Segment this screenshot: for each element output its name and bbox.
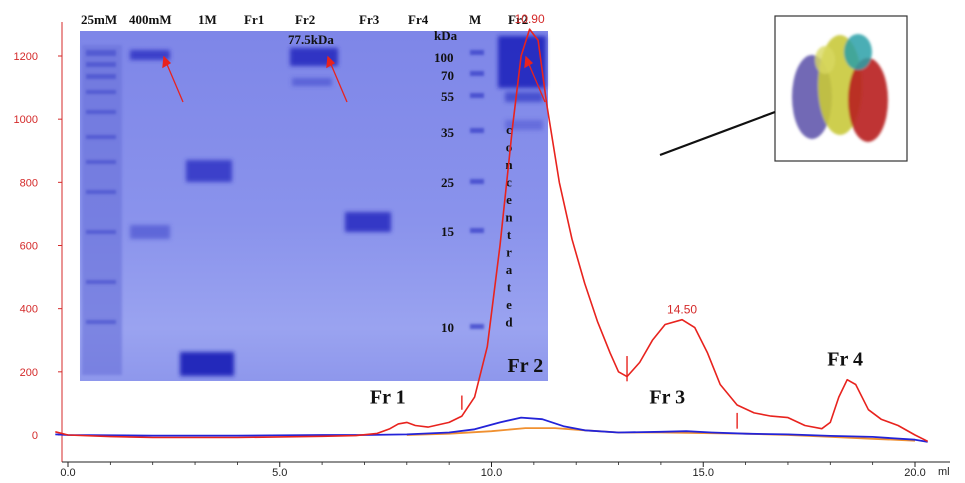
fraction-label: Fr 2: [508, 355, 544, 377]
series-line: [55, 416, 928, 443]
band-size-annotation: 77.5kDa: [288, 32, 334, 47]
fraction-label: Fr 4: [827, 349, 863, 371]
fraction-labels: Fr 1 Fr 2 Fr 3 Fr 4: [370, 349, 863, 409]
vertical-letter: e: [506, 297, 512, 312]
y-tick-label: 800: [20, 177, 38, 189]
vertical-letter: t: [507, 280, 512, 295]
series-line: [55, 28, 929, 443]
marker-size-35: 35: [441, 125, 455, 140]
lane-label-fr4: Fr4: [408, 12, 429, 27]
marker-lane-bands: [470, 50, 484, 329]
lane-label-marker: M: [469, 12, 481, 27]
marker-size-70: 70: [441, 68, 454, 83]
fraction-label: Fr 1: [370, 386, 406, 408]
gel-lane-labels: 25mM 400mM 1M Fr1 Fr2 Fr3 Fr4 M Fr2 77.5…: [81, 12, 528, 47]
vertical-letter: d: [505, 315, 513, 330]
lane-label-fr1: Fr1: [244, 12, 264, 27]
peak-label: 14.50: [667, 303, 697, 317]
y-tick-label: 0: [32, 430, 38, 442]
band-arrows: [162, 55, 546, 103]
marker-size-labels: kDa 100 70 55 35 25 15 10: [434, 28, 458, 335]
marker-size-25: 25: [441, 175, 455, 190]
marker-size-10: 10: [441, 320, 454, 335]
lane-label-fr2: Fr2: [295, 12, 315, 27]
protein-structure-icon: [792, 34, 888, 142]
y-tick-label: 600: [20, 241, 38, 253]
vertical-letter: t: [507, 227, 512, 242]
marker-size-100: 100: [434, 50, 454, 65]
lane-label-fr2-concentrated: Fr2: [508, 12, 528, 27]
vertical-letter: n: [505, 157, 513, 172]
arrow-fr2: [329, 61, 348, 103]
peak-labels: 10.90 14.50: [515, 12, 698, 317]
fraction-label: Fr 3: [649, 386, 685, 408]
structure-pointer-line: [659, 110, 776, 157]
chromatogram-series: [55, 28, 929, 443]
lane-400mm-bands: [130, 50, 170, 239]
x-tick-label: 20.0: [904, 467, 925, 479]
x-tick-label: 15.0: [693, 467, 714, 479]
lane-1m-bands: [180, 160, 234, 376]
y-tick-label: 1200: [14, 51, 38, 63]
y-tick-label: 1000: [14, 114, 38, 126]
lane-label-fr3: Fr3: [359, 12, 380, 27]
y-axis-ticks: 0 200 400 600 800 1000 1200: [14, 51, 62, 442]
sds-page-gel: 25mM 400mM 1M Fr1 Fr2 Fr3 Fr4 M Fr2 77.5…: [80, 12, 548, 381]
axes: 0 200 400 600 800 1000 1200 0.0 5.0 10.0 15.0 20.0…: [14, 22, 950, 479]
x-tick-label: 10.0: [481, 467, 502, 479]
vertical-letter: e: [506, 192, 512, 207]
vertical-letter: r: [506, 245, 512, 260]
arrow-head-400mm: [162, 55, 172, 69]
x-axis-ticks: 0.0 5.0 10.0 15.0 20.0: [60, 462, 926, 479]
arrow-head-fr2: [326, 55, 336, 69]
vertical-letter: c: [506, 122, 512, 137]
lane-label-400mm: 400mM: [129, 12, 172, 27]
gel-lane-dark-strip: [82, 45, 122, 375]
vertical-letter: a: [506, 262, 513, 277]
lane-fr3-bands: [345, 212, 391, 232]
x-axis-label: ml: [938, 466, 950, 478]
lane-fr2-bands: [290, 48, 338, 86]
x-tick-label: 5.0: [272, 467, 287, 479]
protein-structure-inset: [659, 15, 908, 162]
arrow-head-fr2-concentrated: [524, 55, 534, 69]
gel-background: [80, 31, 548, 381]
marker-unit-label: kDa: [434, 28, 458, 43]
arrow-fr2-concentrated: [527, 61, 546, 103]
y-tick-label: 200: [20, 367, 38, 379]
lane-label-1m: 1M: [198, 12, 217, 27]
vertical-letter: n: [505, 210, 513, 225]
y-tick-label: 400: [20, 304, 38, 316]
lane-25mm-bands: [86, 50, 116, 324]
series-line: [406, 427, 916, 442]
marker-size-15: 15: [441, 224, 455, 239]
arrow-400mm: [165, 61, 184, 103]
vertical-letter: c: [506, 175, 512, 190]
fraction-boundary-markers: [461, 356, 738, 429]
lane-label-25mm: 25mM: [81, 12, 117, 27]
marker-size-55: 55: [441, 89, 455, 104]
vertical-letter: o: [506, 140, 513, 155]
peak-label: 10.90: [515, 12, 545, 26]
x-tick-label: 0.0: [60, 467, 75, 479]
